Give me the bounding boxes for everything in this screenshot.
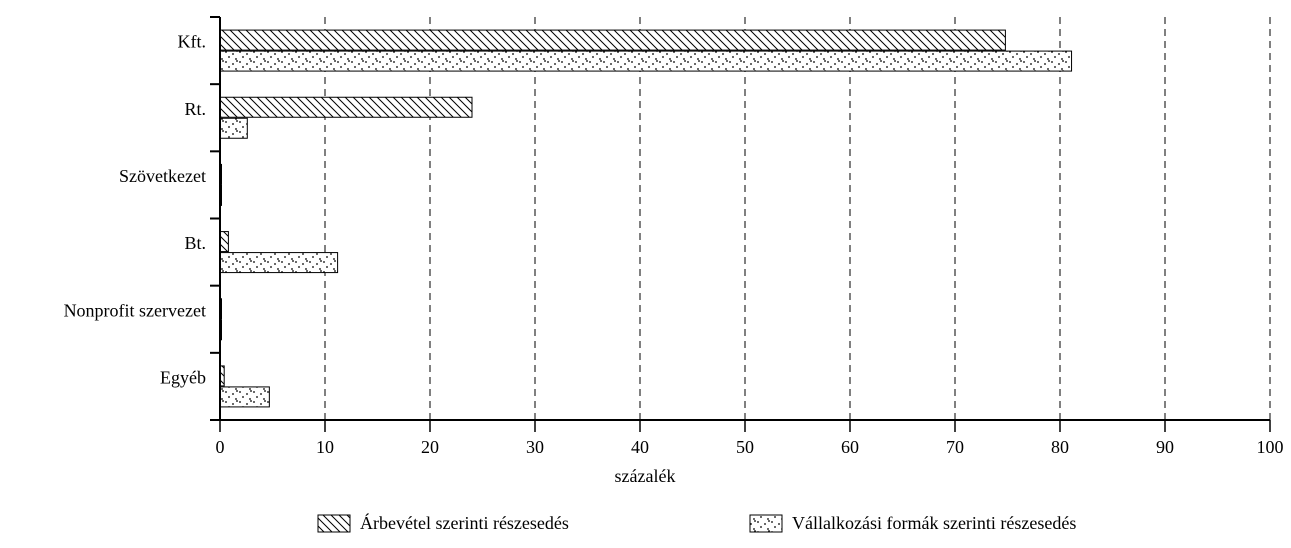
category-label: Egyéb — [160, 367, 206, 387]
bar-vallalkozasi-3 — [219, 252, 339, 274]
x-tick-label: 100 — [1257, 437, 1284, 457]
legend-swatch-dotted — [749, 514, 783, 533]
x-tick-label: 70 — [946, 437, 964, 457]
bar-vallalkozasi-5 — [219, 386, 270, 408]
bar-arbevetel-1 — [219, 96, 473, 118]
category-label: Bt. — [184, 233, 206, 253]
labels: Kft. Rt. Szövetkezet Bt. Nonprofit szervezet… — [64, 32, 1284, 486]
x-tick-label: 0 — [216, 437, 225, 457]
category-label: Rt. — [184, 99, 206, 119]
x-tick-label: 90 — [1156, 437, 1174, 457]
x-tick-label: 20 — [421, 437, 439, 457]
bar-vallalkozasi-1 — [219, 117, 248, 139]
category-label: Nonprofit szervezet — [64, 300, 206, 320]
x-tick-label: 30 — [526, 437, 544, 457]
axes — [210, 16, 1271, 432]
x-axis-title: százalék — [615, 466, 676, 486]
x-tick-label: 50 — [736, 437, 754, 457]
category-label: Kft. — [178, 32, 207, 52]
legend: Árbevétel szerinti részesedés Vállalkozás… — [317, 512, 1076, 533]
gridlines — [324, 17, 1271, 420]
x-tick-label: 10 — [316, 437, 334, 457]
legend-label: Árbevétel szerinti részesedés — [360, 512, 569, 533]
category-label: Szövetkezet — [119, 166, 206, 186]
bars — [219, 29, 1073, 408]
bar-vallalkozasi-0 — [219, 50, 1073, 72]
legend-swatch-hatched — [317, 514, 351, 533]
x-tick-label: 80 — [1051, 437, 1069, 457]
x-tick-label: 40 — [631, 437, 649, 457]
x-tick-label: 60 — [841, 437, 859, 457]
bar-arbevetel-0 — [219, 29, 1006, 51]
bar-arbevetel-3 — [219, 231, 229, 253]
legend-label: Vállalkozási formák szerinti részesedés — [792, 513, 1076, 533]
